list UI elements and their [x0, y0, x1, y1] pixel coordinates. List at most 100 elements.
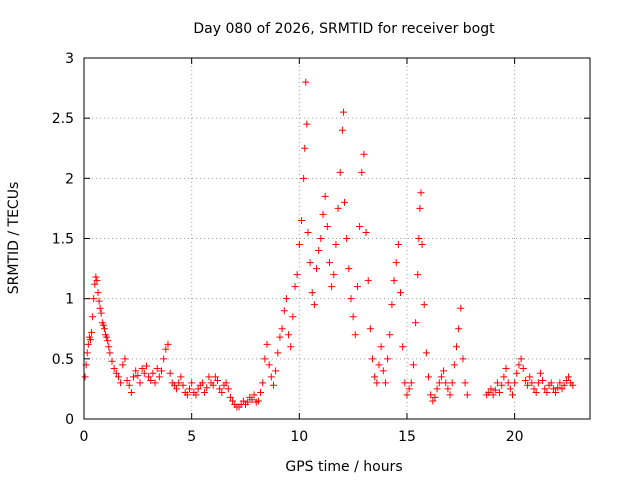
- x-tick-label: 5: [187, 429, 196, 445]
- data-point: [259, 379, 267, 387]
- data-point: [147, 376, 155, 384]
- data-point: [127, 389, 135, 397]
- data-point: [455, 325, 463, 333]
- data-point: [564, 373, 572, 381]
- data-point: [248, 396, 256, 404]
- data-point: [526, 373, 534, 381]
- data-point: [250, 391, 258, 399]
- data-point: [213, 376, 221, 384]
- data-point: [508, 391, 516, 399]
- data-point: [145, 373, 153, 381]
- data-point: [97, 309, 105, 317]
- data-point: [429, 397, 437, 405]
- data-point: [491, 386, 499, 394]
- data-point: [301, 144, 309, 152]
- data-point: [435, 379, 443, 387]
- data-point: [351, 331, 359, 339]
- data-point: [164, 340, 172, 348]
- data-point: [459, 355, 467, 363]
- data-point: [105, 343, 113, 351]
- data-point: [302, 78, 310, 86]
- data-point: [560, 381, 568, 389]
- data-point: [371, 373, 379, 381]
- data-point: [254, 397, 262, 405]
- data-point: [86, 336, 94, 344]
- data-point: [211, 373, 219, 381]
- data-point: [360, 150, 368, 158]
- data-point: [257, 389, 265, 397]
- data-point: [153, 364, 161, 372]
- data-point: [203, 384, 211, 392]
- data-point: [274, 349, 282, 357]
- y-tick-label: 3: [65, 51, 74, 67]
- data-point: [405, 385, 413, 393]
- data-point: [155, 373, 163, 381]
- data-point: [530, 385, 538, 393]
- data-point: [125, 381, 133, 389]
- data-point: [549, 385, 557, 393]
- data-point: [289, 313, 297, 321]
- data-point: [528, 379, 536, 387]
- data-point: [188, 379, 196, 387]
- data-point: [142, 362, 150, 370]
- data-point: [534, 379, 542, 387]
- data-point: [158, 367, 166, 375]
- data-point: [90, 295, 98, 303]
- data-point: [218, 389, 226, 397]
- data-point: [83, 349, 91, 357]
- data-point: [422, 349, 430, 357]
- data-point: [556, 379, 564, 387]
- data-point: [450, 361, 458, 369]
- data-point: [134, 372, 142, 380]
- data-point: [381, 379, 389, 387]
- data-point: [261, 355, 269, 363]
- data-point: [463, 391, 471, 399]
- data-point: [394, 241, 402, 249]
- x-tick-label: 20: [506, 429, 524, 445]
- data-point: [415, 235, 423, 242]
- data-point: [94, 289, 102, 297]
- x-tick-label: 10: [290, 429, 308, 445]
- data-point: [386, 331, 394, 339]
- data-point: [536, 369, 544, 377]
- data-point: [519, 364, 527, 372]
- data-point: [338, 126, 346, 134]
- data-point: [89, 313, 97, 321]
- x-tick-label: 0: [80, 429, 89, 445]
- data-point: [493, 379, 501, 387]
- data-point: [397, 289, 405, 297]
- data-point: [293, 271, 301, 279]
- data-point: [437, 373, 445, 381]
- data-point: [183, 391, 191, 399]
- data-point: [356, 222, 364, 230]
- data-point: [515, 361, 523, 369]
- data-point: [175, 379, 183, 387]
- data-point: [362, 228, 370, 236]
- data-point: [173, 385, 181, 393]
- data-point: [88, 328, 96, 336]
- data-point: [81, 373, 89, 381]
- data-point: [485, 389, 493, 397]
- data-point: [334, 204, 342, 212]
- data-point: [349, 313, 357, 321]
- data-point: [532, 389, 540, 397]
- data-point: [162, 345, 170, 353]
- data-point: [96, 304, 104, 312]
- data-point: [433, 385, 441, 393]
- data-point: [543, 389, 551, 397]
- data-point: [461, 379, 469, 387]
- data-point: [119, 361, 127, 369]
- data-point: [179, 381, 187, 389]
- data-point: [358, 168, 366, 176]
- data-point: [524, 381, 532, 389]
- data-point: [310, 301, 318, 309]
- data-point: [511, 379, 519, 387]
- data-point: [384, 355, 392, 363]
- data-point: [366, 325, 374, 333]
- data-point: [373, 379, 381, 387]
- data-point: [104, 337, 112, 345]
- data-point: [295, 241, 303, 249]
- data-point: [420, 301, 428, 309]
- data-point: [330, 271, 338, 279]
